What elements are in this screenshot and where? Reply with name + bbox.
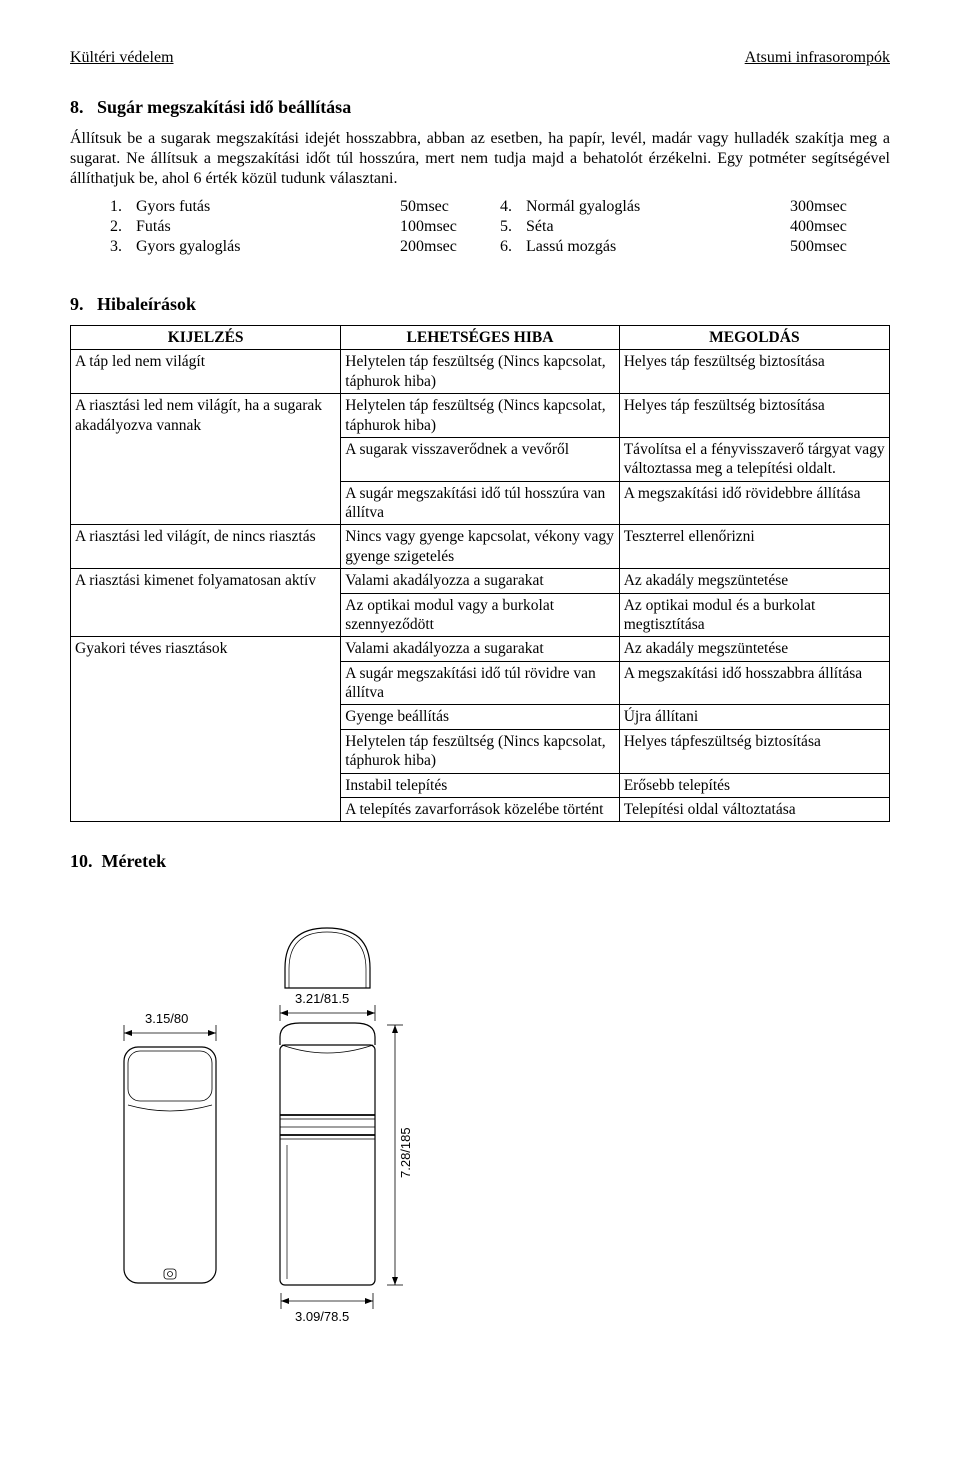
item-label: Gyors gyaloglás xyxy=(136,237,400,257)
header-right: Atsumi infrasorompók xyxy=(745,48,890,68)
cell-hiba: Valami akadályozza a sugarakat xyxy=(341,637,619,661)
section-8-heading: 8. Sugár megszakítási idő beállítása xyxy=(70,96,890,119)
item-value: 200msec xyxy=(400,237,500,257)
item-num: 6. xyxy=(500,237,526,257)
list-item: 2. Futás 100msec xyxy=(110,217,500,237)
table-row: A táp led nem világítHelytelen táp feszü… xyxy=(71,350,890,394)
dim-label-bottom-width: 3.09/78.5 xyxy=(295,1309,349,1325)
list-item: 6. Lassú mozgás 500msec xyxy=(500,237,890,257)
cell-kijelzes: A riasztási led nem világít, ha a sugara… xyxy=(71,394,341,525)
table-row: A riasztási kimenet folyamatosan aktívVa… xyxy=(71,569,890,593)
timing-list: 1. Gyors futás 50msec 2. Futás 100msec 3… xyxy=(70,197,890,257)
cell-megoldas: Telepítési oldal változtatása xyxy=(619,797,889,821)
cell-megoldas: Erősebb telepítés xyxy=(619,773,889,797)
list-item: 3. Gyors gyaloglás 200msec xyxy=(110,237,500,257)
item-label: Lassú mozgás xyxy=(526,237,790,257)
section-8-title: Sugár megszakítási idő beállítása xyxy=(97,97,351,117)
col-header-megoldas: MEGOLDÁS xyxy=(619,326,889,350)
device-side-view-icon xyxy=(275,1015,380,1290)
item-value: 300msec xyxy=(790,197,890,217)
cell-megoldas: Helyes tápfeszültség biztosítása xyxy=(619,729,889,773)
cell-megoldas: Helyes táp feszültség biztosítása xyxy=(619,350,889,394)
dim-line-bottom-width-icon xyxy=(277,1291,377,1311)
error-table: KIJELZÉS LEHETSÉGES HIBA MEGOLDÁS A táp … xyxy=(70,325,890,822)
cell-kijelzes: A riasztási kimenet folyamatosan aktív xyxy=(71,569,341,637)
section-8-number: 8. xyxy=(70,97,84,117)
cell-kijelzes: Gyakori téves riasztások xyxy=(71,637,341,822)
table-row: A riasztási led világít, de nincs riaszt… xyxy=(71,525,890,569)
item-value: 50msec xyxy=(400,197,500,217)
section-10-number: 10. xyxy=(70,851,93,871)
list-item: 4. Normál gyaloglás 300msec xyxy=(500,197,890,217)
table-row: Gyakori téves riasztásokValami akadályoz… xyxy=(71,637,890,661)
cell-megoldas: A megszakítási idő hosszabbra állítása xyxy=(619,661,889,705)
cell-megoldas: Helyes táp feszültség biztosítása xyxy=(619,394,889,438)
section-10-title: Méretek xyxy=(102,851,167,871)
section-9-title: Hibaleírások xyxy=(97,294,196,314)
cell-megoldas: A megszakítási idő rövidebbre állítása xyxy=(619,481,889,525)
item-num: 1. xyxy=(110,197,136,217)
dim-label-left-width: 3.15/80 xyxy=(145,1011,188,1027)
cell-hiba: Helytelen táp feszültség (Nincs kapcsola… xyxy=(341,729,619,773)
item-num: 3. xyxy=(110,237,136,257)
cell-kijelzes: A táp led nem világít xyxy=(71,350,341,394)
item-label: Gyors futás xyxy=(136,197,400,217)
cell-hiba: A sugár megszakítási idő túl rövidre van… xyxy=(341,661,619,705)
section-9-heading: 9. Hibaleírások xyxy=(70,293,890,316)
item-num: 2. xyxy=(110,217,136,237)
page-header: Kültéri védelem Atsumi infrasorompók xyxy=(70,48,890,68)
cell-megoldas: Teszterrel ellenőrizni xyxy=(619,525,889,569)
cell-hiba: Helytelen táp feszültség (Nincs kapcsola… xyxy=(341,350,619,394)
cell-hiba: Gyenge beállítás xyxy=(341,705,619,729)
item-value: 100msec xyxy=(400,217,500,237)
cell-hiba: A sugarak visszaverődnek a vevőről xyxy=(341,437,619,481)
item-num: 5. xyxy=(500,217,526,237)
cell-megoldas: Az akadály megszüntetése xyxy=(619,569,889,593)
dim-label-right-width: 3.21/81.5 xyxy=(295,991,349,1007)
list-item: 1. Gyors futás 50msec xyxy=(110,197,500,217)
table-row: A riasztási led nem világít, ha a sugara… xyxy=(71,394,890,438)
timing-col-left: 1. Gyors futás 50msec 2. Futás 100msec 3… xyxy=(70,197,500,257)
item-label: Séta xyxy=(526,217,790,237)
section-10-heading: 10. Méretek xyxy=(70,850,890,873)
col-header-kijelzes: KIJELZÉS xyxy=(71,326,341,350)
cell-hiba: Nincs vagy gyenge kapcsolat, vékony vagy… xyxy=(341,525,619,569)
section-8-paragraph: Állítsuk be a sugarak megszakítási idejé… xyxy=(70,129,890,189)
cell-hiba: A telepítés zavarforrások közelébe törté… xyxy=(341,797,619,821)
cell-megoldas: Az akadály megszüntetése xyxy=(619,637,889,661)
cell-megoldas: Távolítsa el a fényvisszaverő tárgyat va… xyxy=(619,437,889,481)
cell-hiba: Az optikai modul vagy a burkolat szennye… xyxy=(341,593,619,637)
cell-megoldas: Újra állítani xyxy=(619,705,889,729)
section-9-number: 9. xyxy=(70,294,84,314)
item-label: Normál gyaloglás xyxy=(526,197,790,217)
item-label: Futás xyxy=(136,217,400,237)
cell-kijelzes: A riasztási led világít, de nincs riaszt… xyxy=(71,525,341,569)
timing-col-right: 4. Normál gyaloglás 300msec 5. Séta 400m… xyxy=(500,197,890,257)
dimensions-figure: 3.15/80 3.21/81.5 7.28/185 3.09/78.5 xyxy=(70,923,890,1333)
cell-hiba: Instabil telepítés xyxy=(341,773,619,797)
dim-label-height: 7.28/185 xyxy=(398,1127,414,1178)
device-top-view-icon xyxy=(280,923,375,993)
device-front-view-icon xyxy=(120,1043,220,1288)
table-header-row: KIJELZÉS LEHETSÉGES HIBA MEGOLDÁS xyxy=(71,326,890,350)
cell-hiba: Valami akadályozza a sugarakat xyxy=(341,569,619,593)
cell-megoldas: Az optikai modul és a burkolat megtisztí… xyxy=(619,593,889,637)
cell-hiba: Helytelen táp feszültség (Nincs kapcsola… xyxy=(341,394,619,438)
cell-hiba: A sugár megszakítási idő túl hosszúra va… xyxy=(341,481,619,525)
col-header-hiba: LEHETSÉGES HIBA xyxy=(341,326,619,350)
item-value: 400msec xyxy=(790,217,890,237)
item-num: 4. xyxy=(500,197,526,217)
list-item: 5. Séta 400msec xyxy=(500,217,890,237)
item-value: 500msec xyxy=(790,237,890,257)
header-left: Kültéri védelem xyxy=(70,48,174,68)
